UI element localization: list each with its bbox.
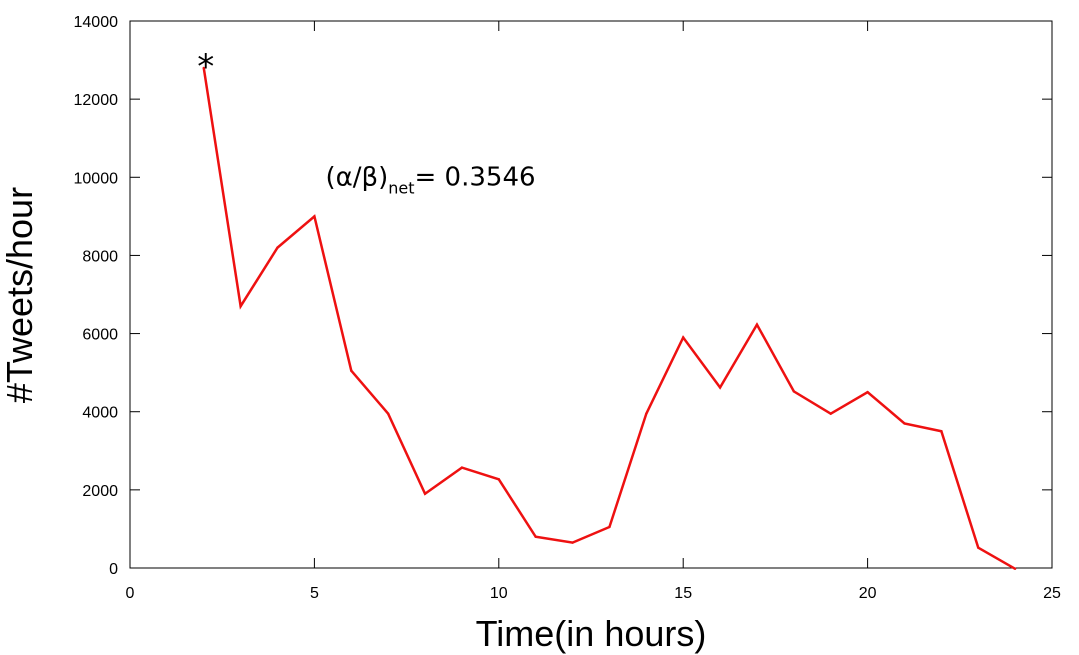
series-layer bbox=[202, 66, 1017, 570]
data-point bbox=[829, 412, 832, 415]
ratio-annotation-value: = 0.3546 bbox=[415, 162, 536, 192]
data-point bbox=[534, 535, 537, 538]
ratio-annotation-subscript: net bbox=[388, 178, 414, 197]
y-tick-label-6: 12000 bbox=[74, 92, 119, 109]
x-tick-label-1: 5 bbox=[310, 585, 319, 602]
y-tick-label-0: 0 bbox=[109, 561, 118, 578]
data-point bbox=[903, 422, 906, 425]
data-point bbox=[940, 430, 943, 433]
data-point bbox=[350, 369, 353, 372]
data-point bbox=[276, 246, 279, 249]
data-point bbox=[239, 305, 242, 308]
axis-ticks bbox=[129, 20, 1053, 569]
x-tick-label-4: 20 bbox=[859, 585, 877, 602]
y-tick-label-2: 4000 bbox=[82, 405, 118, 422]
data-point bbox=[1013, 567, 1017, 570]
plot-frame bbox=[129, 20, 1053, 569]
data-point bbox=[755, 323, 759, 326]
data-point bbox=[792, 390, 796, 393]
data-point bbox=[571, 541, 574, 544]
y-tick-label-7: 14000 bbox=[74, 14, 119, 31]
data-point bbox=[866, 390, 869, 394]
data-point bbox=[497, 478, 500, 481]
series-line-0 bbox=[202, 67, 1016, 570]
ratio-annotation-main: (α/β) bbox=[325, 162, 388, 192]
x-tick-label-2: 10 bbox=[490, 585, 508, 602]
data-point bbox=[977, 546, 980, 549]
data-point bbox=[202, 66, 205, 70]
data-point bbox=[313, 215, 316, 218]
x-axis-title: Time(in hours) bbox=[476, 613, 707, 654]
x-tick-label-3: 15 bbox=[674, 585, 692, 602]
data-point bbox=[718, 386, 722, 389]
y-tick-label-5: 10000 bbox=[74, 170, 119, 187]
y-axis-title: #Tweets/hour bbox=[0, 187, 40, 403]
data-point bbox=[608, 525, 611, 529]
peak-marker: * bbox=[197, 47, 214, 87]
data-point bbox=[460, 466, 464, 469]
data-point bbox=[645, 412, 648, 415]
data-point bbox=[423, 492, 427, 495]
y-tick-label-4: 8000 bbox=[82, 248, 118, 265]
y-tick-label-1: 2000 bbox=[82, 483, 118, 500]
data-point bbox=[386, 412, 390, 415]
ratio-annotation: (α/β)net= 0.3546 bbox=[325, 162, 535, 197]
x-tick-label-0: 0 bbox=[126, 585, 135, 602]
y-tick-label-3: 6000 bbox=[82, 327, 118, 344]
data-point bbox=[682, 336, 685, 339]
tick-labels: 0 5 10 15 20 25 0 2000 4000 6000 8000 10000 12000 140… bbox=[74, 14, 1062, 602]
x-tick-label-5: 25 bbox=[1043, 585, 1061, 602]
